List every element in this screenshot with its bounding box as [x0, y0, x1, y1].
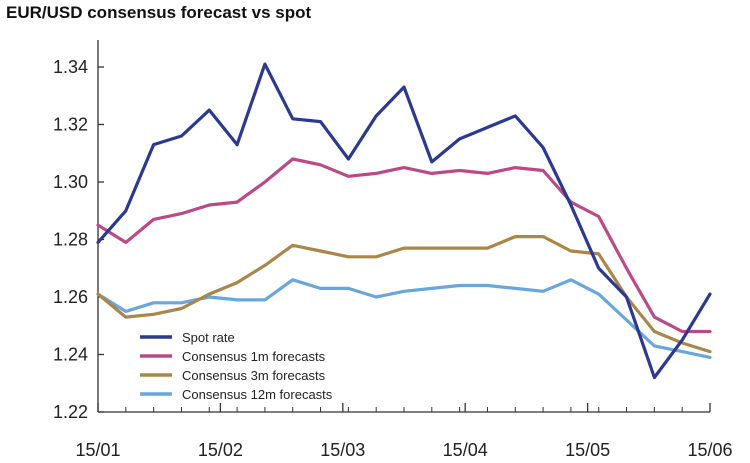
chart-title: EUR/USD consensus forecast vs spot	[6, 3, 312, 22]
x-tick-label: 15/02	[198, 440, 243, 460]
chart-legend: Spot rate Consensus 1m forecasts Consensus…	[140, 330, 333, 402]
y-tick-label: 1.22	[53, 402, 88, 422]
y-tick-label: 1.34	[53, 57, 88, 77]
y-tick-label: 1.26	[53, 287, 88, 307]
series-line-consensus-3m-forecasts	[96, 235, 712, 354]
y-tick-label: 1.30	[53, 172, 88, 192]
series-line-consensus-1m-forecasts	[96, 157, 712, 334]
legend-label: Consensus 1m forecasts	[182, 349, 326, 364]
x-tick-label: 15/05	[565, 440, 610, 460]
legend-label: Consensus 3m forecasts	[182, 368, 326, 383]
x-tick-label: 15/01	[75, 440, 120, 460]
x-tick-label: 15/06	[687, 440, 732, 460]
y-tick-label: 1.28	[53, 230, 88, 250]
legend-label: Spot rate	[182, 330, 235, 345]
legend-label: Consensus 12m forecasts	[182, 387, 333, 402]
y-tick-label: 1.24	[53, 345, 88, 365]
series-line-spot-rate	[96, 62, 712, 380]
series-line-consensus-12m-forecasts	[96, 278, 712, 359]
y-tick-label: 1.32	[53, 115, 88, 135]
chart-axes: 1.22 1.24 1.26 1.28 1.30 1.32 1.34 15/01 15/02 15…	[53, 40, 733, 460]
x-tick-label: 15/04	[443, 440, 488, 460]
x-tick-label: 15/03	[320, 440, 365, 460]
series-layer	[96, 62, 712, 380]
